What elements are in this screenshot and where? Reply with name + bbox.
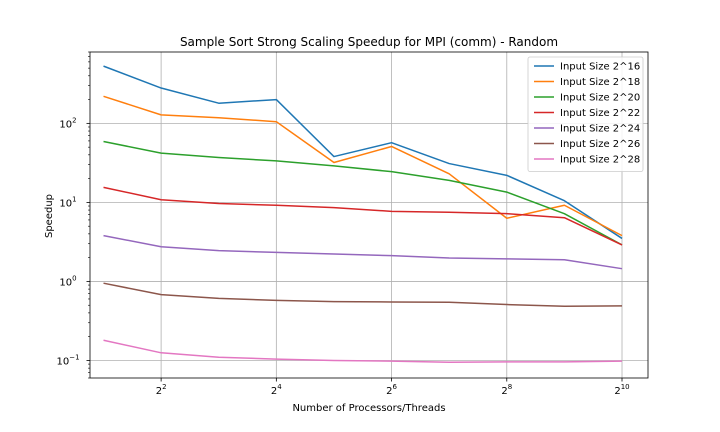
legend-label: Input Size 2^18	[560, 77, 640, 88]
legend-label: Input Size 2^20	[560, 93, 640, 104]
legend-label: Input Size 2^16	[560, 62, 640, 73]
legend: Input Size 2^16 Input Size 2^18 Input Size…	[527, 56, 644, 172]
legend-label: Input Size 2^24	[560, 124, 640, 135]
series-line-4	[103, 186, 623, 246]
plot-frame	[89, 51, 649, 379]
x-tick-label: 24	[271, 383, 282, 397]
x-axis-label: Number of Processors/Threads	[292, 403, 445, 414]
series-line-2	[103, 95, 623, 237]
series-line-7	[103, 339, 623, 363]
series-line-5	[103, 234, 623, 270]
legend-label: Input Size 2^22	[560, 108, 640, 119]
y-axis-label: Speedup	[44, 194, 55, 238]
x-tick-label: 28	[501, 383, 512, 397]
legend-box	[527, 56, 644, 172]
series-line-3	[103, 140, 623, 246]
series-line-1	[103, 65, 623, 240]
plot-series	[103, 65, 623, 363]
series-line-6	[103, 282, 623, 308]
chart-title: Sample Sort Strong Scaling Speedup for M…	[180, 35, 558, 49]
legend-label: Input Size 2^26	[560, 139, 640, 150]
x-tick-label: 26	[386, 383, 397, 397]
legend-label: Input Size 2^28	[560, 155, 640, 166]
x-tick-label: 22	[156, 383, 167, 397]
